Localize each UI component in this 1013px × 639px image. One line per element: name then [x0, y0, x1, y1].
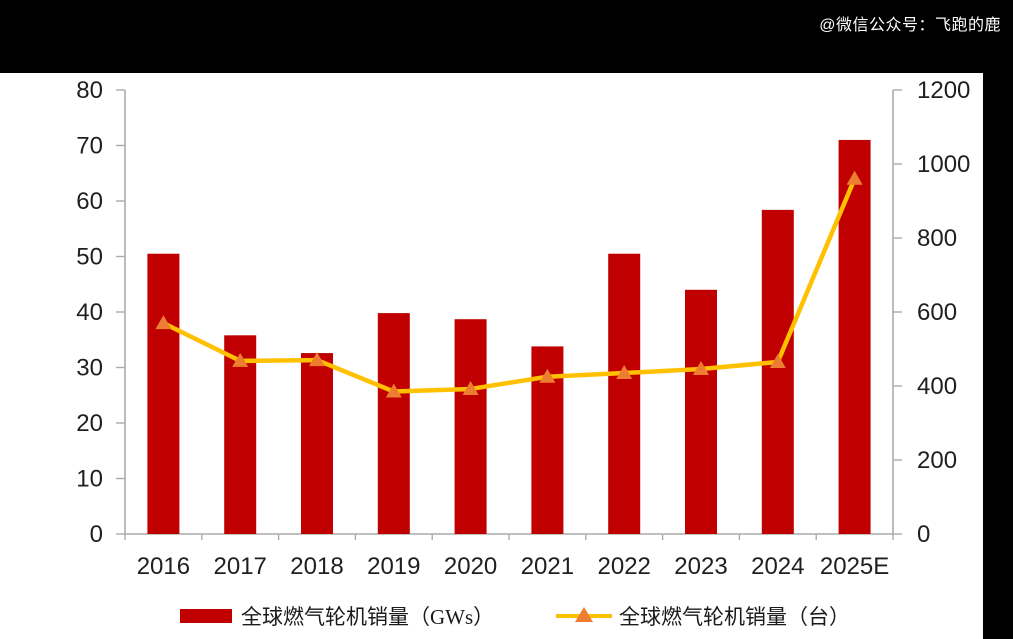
- x-axis-label-2018: 2018: [290, 553, 343, 580]
- x-axis-label-2022: 2022: [598, 553, 651, 580]
- line-marker-2024: [769, 353, 786, 368]
- line-marker-2017: [232, 352, 249, 367]
- bar-2022: [608, 253, 641, 534]
- bar-2023: [685, 289, 717, 534]
- x-axis-label-2023: 2023: [674, 553, 727, 580]
- left-axis-label: 50: [76, 244, 103, 271]
- line-marker-2018: [309, 352, 325, 367]
- line-marker-2023: [693, 360, 709, 375]
- left-axis-label: 40: [76, 299, 103, 326]
- right-axis-label: 800: [917, 225, 957, 252]
- left-axis-label: 80: [76, 77, 103, 104]
- legend-item-bar-series: 全球燃气轮机销量（GWs）: [180, 600, 494, 632]
- x-axis-label-2017: 2017: [214, 553, 267, 580]
- legend-item-line-series: 全球燃气轮机销量（台）: [556, 600, 850, 632]
- line-marker-2020: [462, 380, 479, 395]
- left-axis-label: 10: [76, 466, 103, 493]
- bar-2018: [301, 353, 333, 534]
- line-series-path: [162, 177, 857, 394]
- bar-series-swatch: [180, 609, 232, 623]
- line-marker-2019: [385, 383, 402, 398]
- line-marker-2022: [616, 365, 633, 380]
- x-axis-label-2025E: 2025E: [820, 553, 889, 580]
- chart-panel: 0 10 20 30 40 50 60 70 80 0 200 400 600 800 1000 1200 20…: [0, 73, 983, 639]
- bar-2016: [147, 253, 180, 534]
- triangle-marker-icon: [575, 607, 593, 622]
- left-axis-label: 70: [76, 133, 103, 160]
- left-axis-label: 30: [76, 355, 103, 382]
- legend: 全球燃气轮机销量（GWs） 全球燃气轮机销量（台）: [0, 600, 983, 632]
- x-axis-label-2019: 2019: [367, 553, 420, 580]
- x-axis-label-2021: 2021: [521, 553, 574, 580]
- bar-2025E: [838, 139, 871, 534]
- right-axis-label: 400: [917, 373, 957, 400]
- right-black-band: [983, 0, 1013, 639]
- right-axis-label: 600: [917, 299, 957, 326]
- gas-turbine-sales-chart: 0102030405060708002004006008001000120020…: [76, 77, 970, 580]
- right-axis-label: 1200: [917, 77, 970, 104]
- right-axis-label: 200: [917, 447, 957, 474]
- top-black-band: @微信公众号：飞跑的鹿: [0, 0, 1013, 73]
- x-axis-label-2020: 2020: [444, 553, 497, 580]
- bar-2024: [761, 209, 794, 534]
- bar-2020: [454, 319, 487, 534]
- line-marker-2021: [539, 368, 556, 383]
- x-axis-label-2016: 2016: [137, 553, 190, 580]
- legend-label-bar-series: 全球燃气轮机销量（GWs）: [241, 605, 495, 629]
- right-axis-label: 1000: [917, 151, 970, 178]
- legend-label-line-series: 全球燃气轮机销量（台）: [619, 605, 850, 629]
- bar-2017: [224, 335, 257, 534]
- line-marker-2016: [155, 315, 172, 330]
- left-axis-label: 20: [76, 410, 103, 437]
- line-marker-2025E: [846, 170, 863, 185]
- left-axis-label: 0: [90, 521, 103, 548]
- right-axis-label: 0: [917, 521, 930, 548]
- watermark-text: @微信公众号：飞跑的鹿: [819, 17, 1001, 34]
- x-axis-label-2024: 2024: [751, 553, 804, 580]
- bar-2019: [377, 313, 410, 534]
- left-axis-label: 60: [76, 188, 103, 215]
- line-series-swatch: [556, 607, 612, 625]
